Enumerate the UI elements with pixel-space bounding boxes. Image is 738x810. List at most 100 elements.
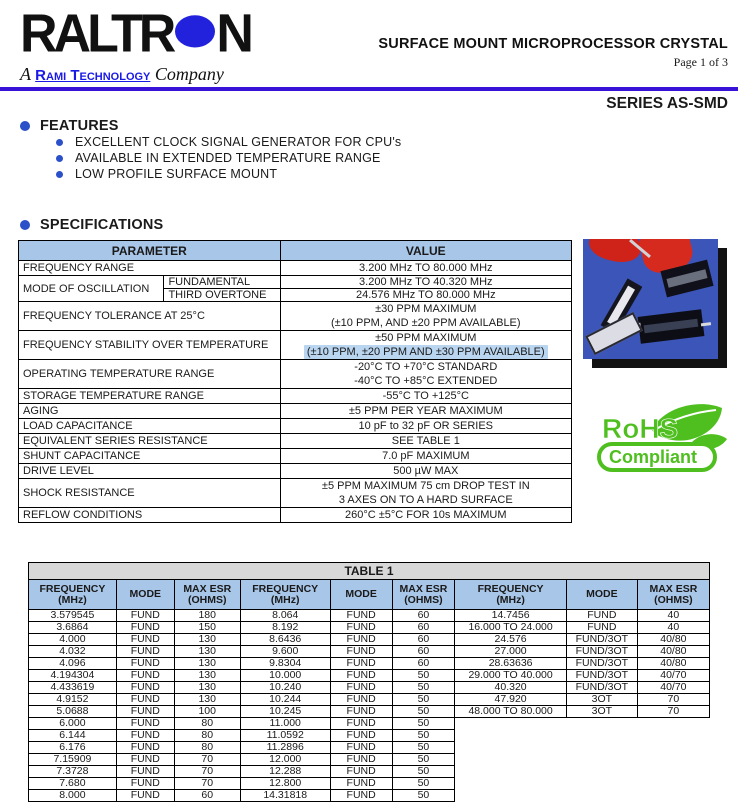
spec-parameter: REFLOW CONDITIONS [18, 507, 281, 523]
cell: 3OT [565, 705, 638, 718]
cell [637, 742, 709, 754]
cell: FUND [329, 645, 393, 658]
cell [455, 718, 567, 730]
table-row: 8.000 FUND 60 14.31818 FUND 50 [28, 789, 710, 802]
table1-col-freq: FREQUENCY (MHz) [239, 579, 331, 610]
spec-parameter: FREQUENCY TOLERANCE AT 25°C [18, 301, 281, 331]
cell: 70 [173, 753, 241, 766]
cell: 80 [173, 717, 241, 730]
feature-label: LOW PROFILE SURFACE MOUNT [75, 167, 278, 181]
cell: 5.0688 [28, 705, 117, 718]
spec-row: REFLOW CONDITIONS 260°C ±5°C FOR 10s MAXI… [18, 507, 573, 523]
spec-row: DRIVE LEVEL 500 µW MAX [18, 463, 573, 479]
cell: 50 [391, 765, 456, 778]
cell: FUND/3OT [565, 657, 638, 670]
spec-parameter: MODE OF OSCILLATION [17, 275, 165, 302]
cell: FUND/3OT [565, 681, 638, 694]
feature-item: AVAILABLE IN EXTENDED TEMPERATURE RANGE [56, 150, 401, 166]
spec-parameter: FREQUENCY RANGE [18, 260, 281, 276]
cell: FUND [115, 729, 175, 742]
spec-value: 10 pF to 32 pF OR SERIES [279, 418, 573, 434]
cell: 29.000 TO 40.000 [454, 669, 567, 682]
cell: 40/70 [636, 681, 711, 694]
cell: 11.000 [239, 717, 331, 730]
table1-title-row: TABLE 1 [28, 562, 710, 580]
cell: 60 [391, 657, 456, 670]
cell: 4.000 [28, 633, 117, 646]
cell: 150 [173, 621, 241, 634]
cell: 40/70 [636, 669, 711, 682]
cell: FUND [115, 693, 175, 706]
cell: FUND [115, 765, 175, 778]
cell: FUND/3OT [565, 633, 638, 646]
spec-row: LOAD CAPACITANCE 10 pF to 32 pF OR SERIES [18, 418, 573, 434]
cell: 10.245 [239, 705, 331, 718]
table1-col-mode: MODE [565, 579, 638, 610]
cell: FUND [329, 657, 393, 670]
cell: FUND [329, 669, 393, 682]
table-row: 7.680 FUND 70 12.800 FUND 50 [28, 777, 710, 790]
logo-blue-dot-icon [175, 15, 216, 48]
cell: FUND [329, 729, 393, 742]
spec-parameter: FREQUENCY STABILITY OVER TEMPERATURE [18, 330, 281, 360]
table1-col-esr: MAX ESR (OHMS) [391, 579, 456, 610]
spec-parameter: EQUIVALENT SERIES RESISTANCE [18, 433, 281, 449]
cell: 40.320 [454, 681, 567, 694]
cell: 7.680 [28, 777, 117, 790]
cell: 130 [173, 657, 241, 670]
cell: FUND [115, 645, 175, 658]
cell [455, 778, 567, 790]
cell: 70 [173, 777, 241, 790]
features-list: EXCELLENT CLOCK SIGNAL GENERATOR FOR CPU… [56, 134, 401, 182]
table-row: 4.000 FUND 130 8.6436 FUND 60 24.576 FUND/3OT 40… [28, 633, 711, 646]
spec-row: SHUNT CAPACITANCE 7.0 pF MAXIMUM [18, 448, 573, 464]
cell: 60 [391, 621, 456, 634]
cell: FUND [115, 717, 175, 730]
cell [566, 718, 637, 730]
cell: FUND [565, 609, 638, 622]
cell: 4.032 [28, 645, 117, 658]
spec-parameter: AGING [18, 403, 281, 419]
cell: 130 [173, 633, 241, 646]
cell: FUND [115, 657, 175, 670]
tagline-suffix: Company [154, 64, 224, 84]
cell: FUND [115, 789, 175, 802]
table-row: 7.15909 FUND 70 12.000 FUND 50 [28, 753, 710, 766]
spec-row: STORAGE TEMPERATURE RANGE -55°C TO +125°C [18, 388, 573, 404]
feature-label: AVAILABLE IN EXTENDED TEMPERATURE RANGE [75, 151, 381, 165]
cell: 4.433619 [28, 681, 117, 694]
cell: FUND [115, 681, 175, 694]
specifications-heading: SPECIFICATIONS [20, 217, 163, 233]
cell: FUND [329, 609, 393, 622]
spec-row: AGING ±5 PPM PER YEAR MAXIMUM [18, 403, 573, 419]
table-row: 4.032 FUND 130 9.600 FUND 60 27.000 FUND/3OT 40/… [28, 645, 711, 658]
spec-row: FREQUENCY RANGE 3.200 MHz TO 80.000 MHz [18, 260, 573, 276]
table1-col-esr: MAX ESR (OHMS) [636, 579, 711, 610]
cell: 14.31818 [239, 789, 331, 802]
table-row: 4.433619 FUND 130 10.240 FUND 50 40.320 FUND/3O… [28, 681, 711, 694]
cell: 11.0592 [239, 729, 331, 742]
cell: 40/80 [636, 657, 711, 670]
spec-value: ±30 PPM MAXIMUM (±10 PPM, AND ±20 PPM AVA… [279, 301, 573, 331]
cell [637, 790, 709, 802]
spec-row: MODE OF OSCILLATION FUNDAMENTAL 3.200 MHz … [17, 275, 573, 302]
cell: 8.192 [239, 621, 331, 634]
cell: 50 [391, 693, 456, 706]
specifications-table: PARAMETER VALUE FREQUENCY RANGE 3.200 MHz… [17, 240, 573, 523]
spec-parameter: STORAGE TEMPERATURE RANGE [18, 388, 281, 404]
cell: 11.2896 [239, 741, 331, 754]
raltron-logo: RALTR N A Rami Technology Company [20, 5, 340, 85]
cell: 50 [391, 729, 456, 742]
table-row: 6.176 FUND 80 11.2896 FUND 50 [28, 741, 710, 754]
cell [566, 730, 637, 742]
table1-title: TABLE 1 [28, 562, 710, 580]
cell: 50 [391, 777, 456, 790]
spec-subparameter: FUNDAMENTAL [163, 275, 281, 289]
cell: FUND [329, 777, 393, 790]
cell: 40 [636, 621, 711, 634]
spec-col-value: VALUE [279, 240, 573, 261]
cell: 27.000 [454, 645, 567, 658]
cell: 50 [391, 789, 456, 802]
spec-row: EQUIVALENT SERIES RESISTANCE SEE TABLE 1 [18, 433, 573, 449]
